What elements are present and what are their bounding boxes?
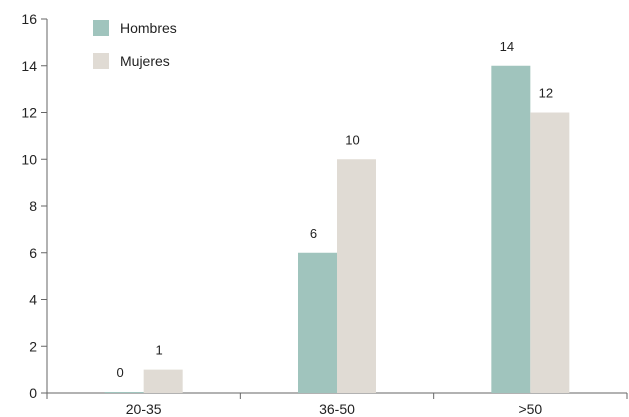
data-labels: 0 1 6 10 14 12 [117,39,554,380]
x-axis: 20-35 36-50 >50 [46,392,628,417]
data-label-hombres-3: 14 [500,39,514,54]
y-tick-label: 12 [21,105,37,121]
bar-hombres-3 [491,65,531,393]
y-tick-label: 14 [21,58,37,74]
bar-mujeres-1 [143,369,183,393]
y-tick-label: 2 [29,338,37,354]
legend: Hombres Mujeres [93,20,177,69]
y-tick-label: 8 [29,198,37,214]
data-label-mujeres-2: 10 [345,132,359,147]
bars [104,65,570,393]
x-tick-label: 20-35 [126,401,162,417]
data-label-hombres-1: 0 [117,365,124,380]
y-axis: 0 2 4 6 8 10 12 14 16 [21,11,48,401]
data-label-mujeres-3: 12 [539,86,553,101]
data-label-mujeres-1: 1 [156,343,163,358]
bar-mujeres-2 [337,159,376,393]
y-tick-label: 10 [21,151,37,167]
bar-hombres-1 [104,392,144,393]
x-tick-label: >50 [518,401,542,417]
y-tick-label: 4 [29,292,37,308]
y-tick-label: 0 [29,385,37,401]
bar-mujeres-3 [530,112,570,393]
legend-swatch-mujeres [93,53,109,69]
y-tick-label: 16 [21,11,37,27]
data-label-hombres-2: 6 [310,226,317,241]
bar-hombres-2 [298,252,337,393]
legend-swatch-hombres [93,20,109,36]
y-tick-label: 6 [29,245,37,261]
legend-label-hombres: Hombres [120,20,177,36]
legend-label-mujeres: Mujeres [120,53,170,69]
x-tick-label: 36-50 [319,401,355,417]
